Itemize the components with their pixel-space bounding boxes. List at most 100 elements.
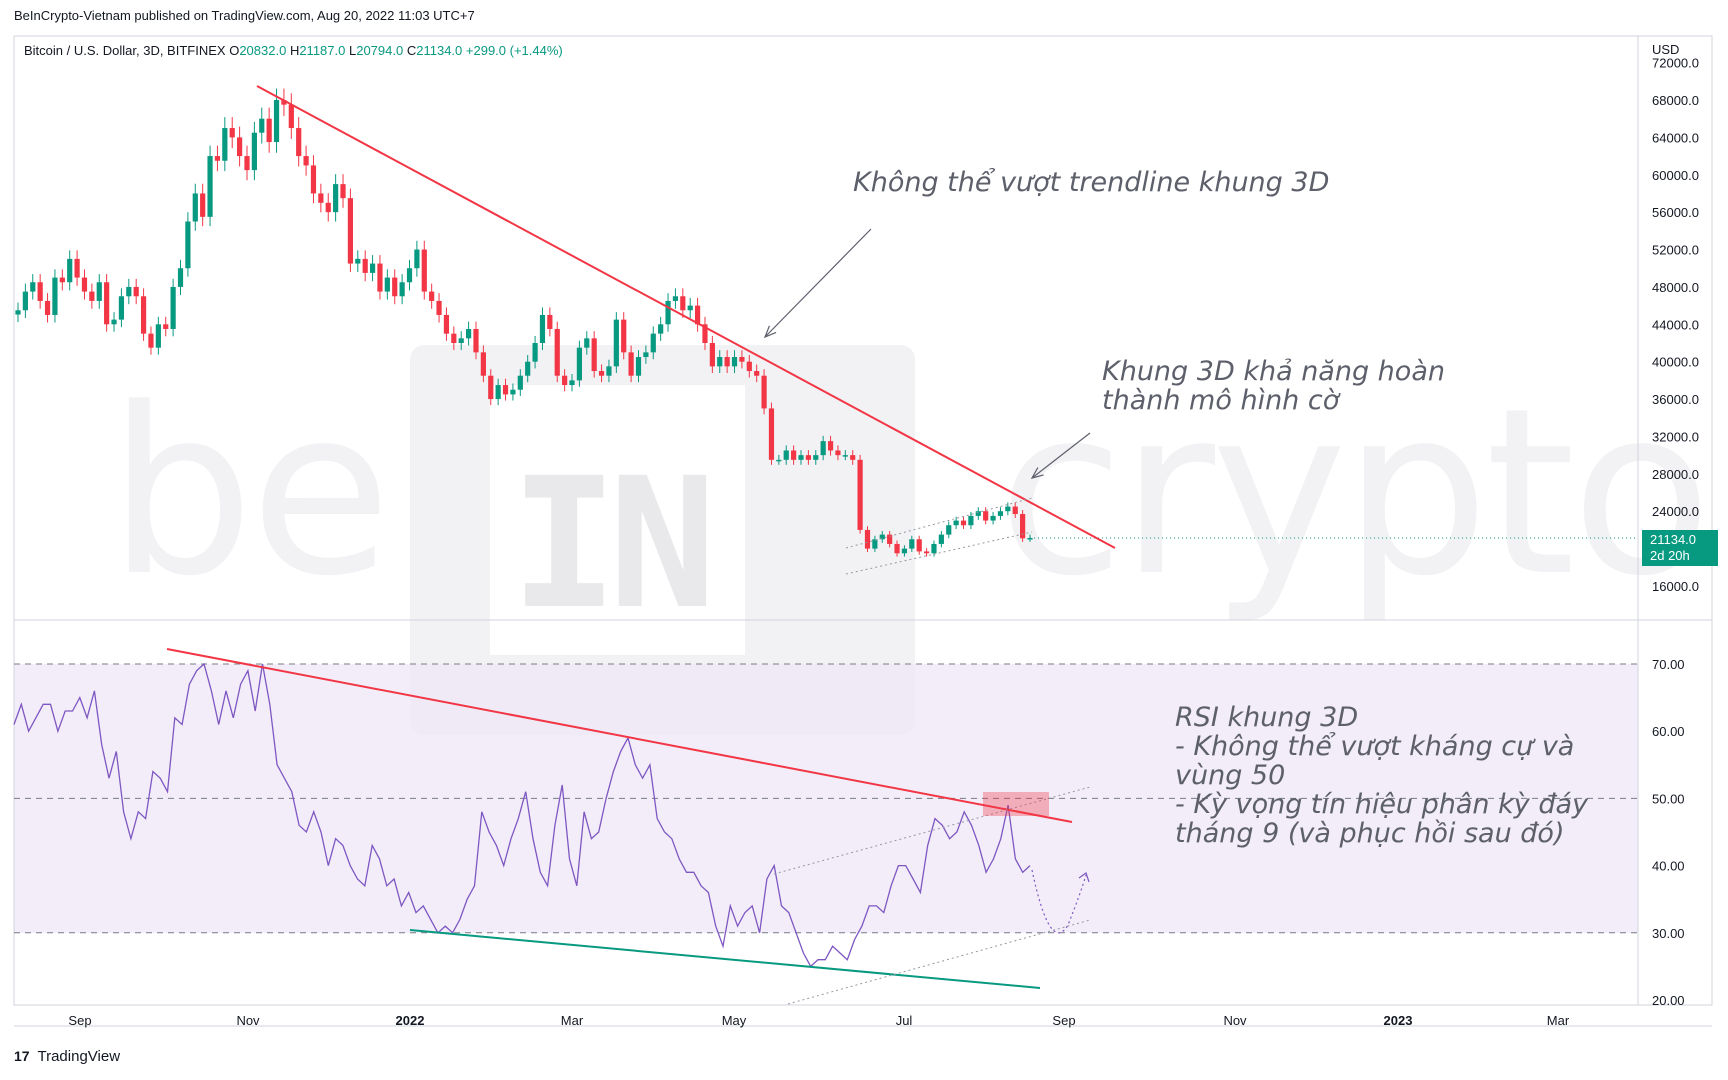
candle-body: [1005, 506, 1011, 512]
candle-body: [909, 539, 915, 549]
rsi-tick: 20.00: [1652, 993, 1685, 1008]
o-value: 20832.0: [239, 43, 287, 58]
bar-countdown: 2d 20h: [1650, 548, 1690, 563]
candle-body: [369, 263, 376, 273]
candle-body: [140, 296, 147, 334]
candle-body: [1012, 506, 1018, 515]
candle-body: [613, 319, 619, 367]
candle-body: [118, 296, 125, 320]
candle-body: [473, 328, 479, 353]
c-label: C: [406, 43, 417, 58]
candle-body: [953, 520, 959, 526]
annotation-arrow-flag: [1031, 432, 1091, 479]
annotation-flag-line1: Khung 3D khả năng hoàn: [1102, 356, 1445, 387]
candle-body: [251, 132, 257, 171]
candle-body: [421, 249, 427, 292]
symbol-legend: Bitcoin / U.S. Dollar, 3D, BITFINEX O208…: [24, 43, 563, 58]
candle-body: [923, 551, 930, 554]
candle-body: [591, 338, 597, 372]
candle-body: [488, 375, 494, 400]
candle-body: [975, 511, 981, 516]
candle-body: [495, 385, 501, 400]
candle-body: [222, 128, 228, 161]
candle-body: [968, 515, 974, 526]
time-tick: Mar: [561, 1013, 584, 1028]
price-tick: 72000.0: [1652, 56, 1699, 71]
candle-body: [111, 319, 117, 325]
price-axis-unit: USD: [1652, 42, 1679, 57]
time-tick: Mar: [1547, 1013, 1570, 1028]
candle-body: [820, 441, 826, 456]
candle-body: [887, 534, 893, 544]
candle-body: [436, 300, 442, 315]
candle-body: [791, 450, 797, 460]
candle-body: [938, 534, 944, 544]
candle-body: [185, 221, 191, 269]
candle-body: [584, 338, 590, 348]
candle-body: [273, 100, 280, 143]
l-label: L: [348, 43, 357, 58]
candle-body: [665, 300, 671, 325]
candle-body: [30, 282, 36, 292]
price-tick: 64000.0: [1652, 130, 1699, 145]
candle-body: [983, 511, 989, 521]
candle-body: [635, 357, 642, 376]
candle-body: [709, 343, 715, 367]
price-tick: 28000.0: [1652, 467, 1699, 482]
price-tick: 44000.0: [1652, 317, 1699, 332]
candle-body: [126, 286, 132, 297]
time-tick: Nov: [236, 1013, 260, 1028]
rsi-projection: [1031, 869, 1087, 934]
rsi-tick: 70.00: [1652, 657, 1685, 672]
annotation-arrow-trendline: [764, 228, 872, 338]
candle-body: [458, 338, 464, 343]
rsi-support-trendline: [409, 929, 1041, 989]
candle-body: [480, 352, 486, 376]
candle-body: [52, 277, 58, 315]
candle-body: [598, 371, 605, 376]
time-tick: Jul: [896, 1013, 913, 1028]
candle-body: [539, 314, 546, 343]
candle-body: [163, 324, 169, 329]
candle-body: [628, 352, 634, 376]
candle-body: [717, 357, 723, 367]
candle-body: [724, 357, 730, 367]
candle-body: [22, 291, 28, 311]
candle-body: [569, 380, 575, 386]
candle-body: [850, 455, 856, 460]
price-tick: 24000.0: [1652, 504, 1699, 519]
candle-body: [1027, 538, 1033, 540]
rsi-tick: 60.00: [1652, 724, 1685, 739]
candle-body: [562, 375, 568, 386]
annotation-flag: Khung 3D khả năng hoàn thành mô hình cờ: [1102, 357, 1445, 415]
candle-body: [59, 277, 65, 283]
symbol-name: Bitcoin / U.S. Dollar, 3D, BITFINEX: [24, 43, 226, 58]
candle-body: [916, 539, 922, 552]
watermark-crypto: crypto: [998, 360, 1712, 627]
h-label: H: [289, 43, 300, 58]
footer-brand[interactable]: 17 TradingView: [14, 1048, 120, 1065]
candle-body: [990, 515, 996, 521]
candle-body: [465, 328, 472, 339]
annotation-rsi-line4: - Kỳ vọng tín hiệu phân kỳ đáy: [1175, 789, 1588, 820]
h-value: 21187.0: [299, 43, 346, 58]
price-tick: 68000.0: [1652, 93, 1699, 108]
candle-body: [576, 347, 583, 381]
candle-body: [362, 258, 368, 273]
tradingview-brand: TradingView: [37, 1048, 121, 1065]
candle-body: [207, 156, 213, 217]
candle-body: [214, 156, 221, 161]
candle-body: [384, 277, 390, 292]
price-tick: 36000.0: [1652, 392, 1699, 407]
candle-body: [67, 258, 73, 283]
candle-body: [310, 165, 317, 194]
candle-body: [761, 375, 767, 409]
candle-body: [399, 282, 405, 297]
candle-body: [192, 193, 198, 222]
candle-body: [842, 455, 848, 457]
candle-body: [879, 534, 885, 540]
c-value: 21134.0: [416, 43, 463, 58]
candle-body: [694, 305, 701, 325]
candle-body: [37, 282, 43, 301]
